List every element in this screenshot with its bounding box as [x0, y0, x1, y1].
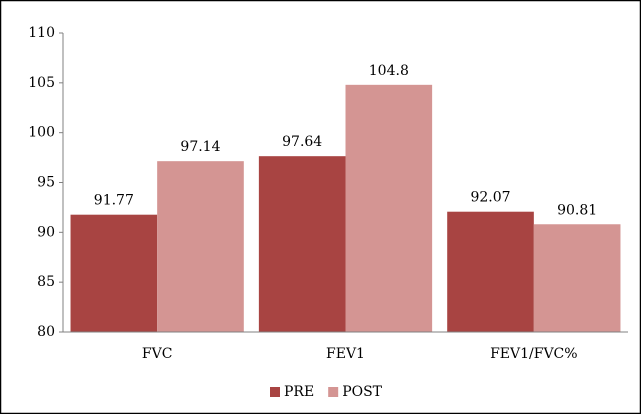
y-tick-label: 100 [28, 125, 55, 141]
legend-label: PRE [284, 384, 314, 400]
y-tick-label: 95 [37, 175, 55, 191]
data-label: 91.77 [94, 193, 134, 209]
legend-swatch [270, 387, 280, 397]
bar [70, 214, 158, 332]
legend-label: POST [342, 384, 382, 400]
y-tick-label: 80 [37, 324, 55, 340]
x-tick-label: FEV1/FVC% [490, 346, 578, 362]
y-tick-label: 90 [37, 224, 55, 240]
x-tick-label: FVC [142, 346, 173, 362]
data-label: 97.14 [180, 139, 220, 155]
bar [157, 161, 244, 332]
data-label: 90.81 [557, 202, 597, 218]
data-label: 104.8 [369, 63, 409, 79]
bar [345, 84, 433, 333]
legend-swatch [328, 387, 339, 397]
bar [258, 156, 346, 332]
y-tick-label: 105 [28, 75, 55, 91]
x-tick-label: FEV1 [326, 346, 365, 362]
data-label: 97.64 [282, 134, 322, 150]
bar [447, 211, 534, 332]
y-tick-label: 85 [37, 274, 55, 290]
bar [533, 224, 621, 332]
y-tick-label: 110 [28, 25, 55, 41]
data-label: 92.07 [470, 190, 510, 206]
